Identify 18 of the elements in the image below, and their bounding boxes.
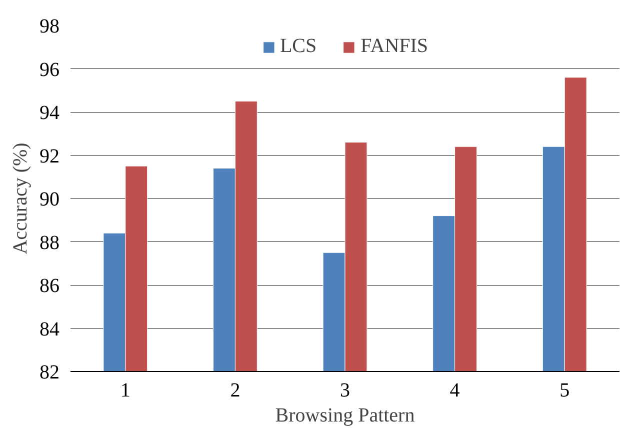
- y-tick-label: 88: [40, 232, 60, 254]
- x-tick-label: 2: [230, 380, 240, 402]
- y-tick-label: 84: [40, 318, 60, 340]
- y-axis-title: Accuracy (%): [10, 142, 32, 254]
- x-tick-label: 5: [560, 380, 570, 402]
- x-tick-label: 1: [120, 380, 130, 402]
- y-tick-label: 90: [40, 188, 60, 210]
- y-tick-label: 86: [40, 275, 60, 297]
- x-tick-label: 4: [450, 380, 460, 402]
- y-tick-label: 94: [40, 102, 60, 124]
- x-tick-label: 3: [340, 380, 350, 402]
- y-tick-label: 82: [40, 362, 60, 384]
- legend-label: LCS: [280, 35, 317, 58]
- y-tick-label: 96: [40, 58, 60, 81]
- y-tick-label: 92: [40, 145, 60, 168]
- x-axis-title: Browsing Pattern: [275, 404, 415, 426]
- legend-label: FANFIS: [360, 35, 428, 58]
- y-tick-label: 98: [40, 16, 60, 38]
